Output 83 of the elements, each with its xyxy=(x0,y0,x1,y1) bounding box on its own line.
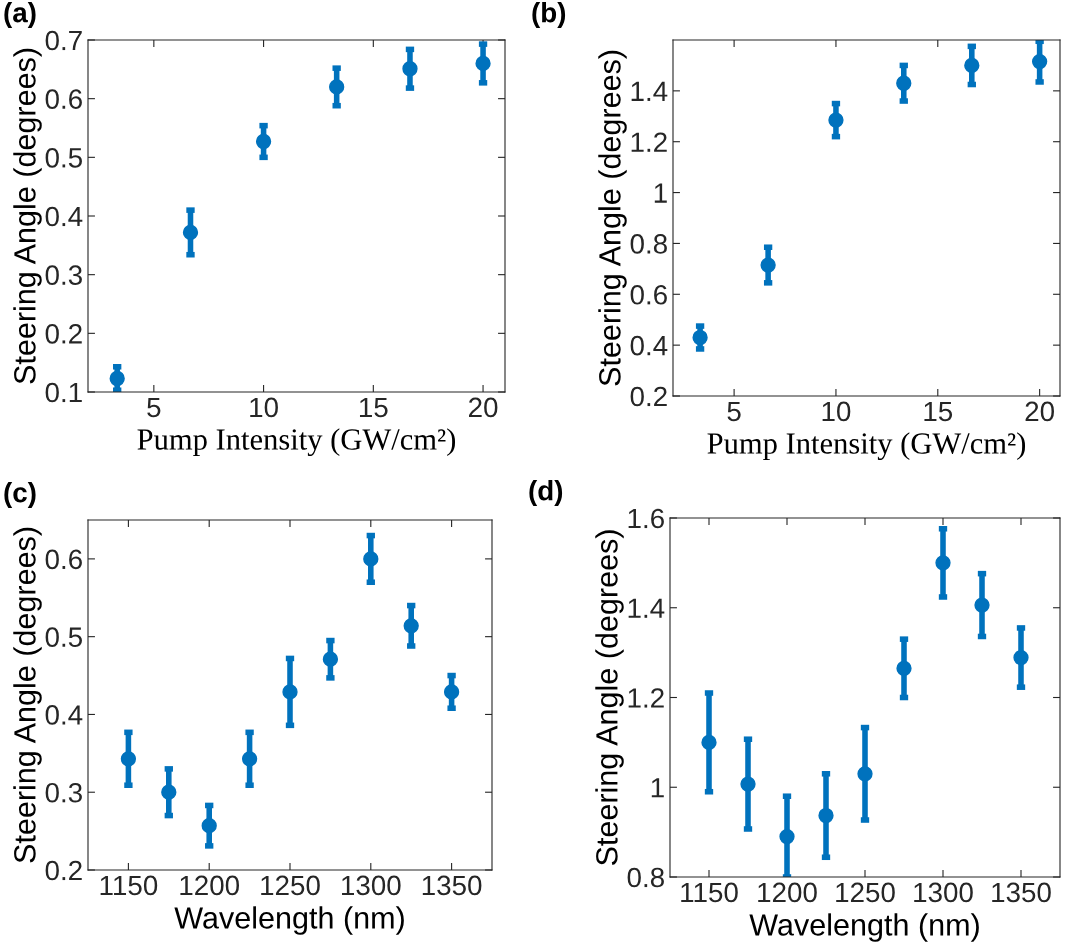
y-tick-label: 0.4 xyxy=(630,335,668,356)
x-tick-label: 1300 xyxy=(342,875,401,896)
x-tick-label: 5 xyxy=(147,397,161,418)
y-tick-label: 0.5 xyxy=(45,627,82,648)
point xyxy=(935,555,951,571)
x-tick-label: 20 xyxy=(469,397,498,418)
point xyxy=(964,57,980,74)
x-tick-label: 1250 xyxy=(836,882,895,903)
x-axis-title: Wavelength (nm) xyxy=(174,906,404,935)
point xyxy=(161,784,177,800)
point xyxy=(740,776,756,792)
text: (c) xyxy=(4,482,36,508)
x-tick-label: 1200 xyxy=(180,875,240,896)
point xyxy=(255,133,272,150)
x-tick-label: 1300 xyxy=(914,882,973,903)
x-tick-label: 1350 xyxy=(422,875,482,896)
y-tick-label: 0.5 xyxy=(45,148,82,168)
y-tick-label: 1.4 xyxy=(628,598,665,618)
x-tick-label: 10 xyxy=(250,397,278,418)
y-tick-label: 0.4 xyxy=(45,206,83,227)
x-tick-label: 1250 xyxy=(261,875,320,896)
y-axis-title: Steering Angle (degrees) xyxy=(13,527,42,863)
y-tick-label: 1 xyxy=(651,778,664,798)
point xyxy=(322,651,339,667)
point xyxy=(1013,649,1029,666)
point xyxy=(896,660,912,676)
x-tick-label: 1200 xyxy=(758,882,817,903)
text: (b) xyxy=(532,2,566,28)
point xyxy=(701,734,717,751)
y-tick-label: 0.8 xyxy=(627,867,664,888)
point xyxy=(896,75,912,91)
point xyxy=(475,55,491,72)
x-tick-label: 1350 xyxy=(992,882,1051,903)
point xyxy=(403,618,419,634)
y-axis-title: Steering Angle (degrees) xyxy=(13,48,42,384)
text: (d) xyxy=(529,480,563,506)
y-tick-label: 1.6 xyxy=(628,508,664,529)
y-tick-label: 0.3 xyxy=(45,782,82,803)
x-tick-label: 15 xyxy=(924,401,953,422)
x-tick-label: 15 xyxy=(359,397,388,418)
y-tick-label: 0.6 xyxy=(45,549,82,570)
point xyxy=(241,751,258,767)
point xyxy=(282,684,298,700)
x-axis-title: Pump Intensity (GW/cm²) xyxy=(137,428,456,457)
x-tick-label: 1150 xyxy=(681,882,738,903)
y-tick-label: 0.4 xyxy=(45,705,83,725)
x-axis-title: Pump Intensity (GW/cm²) xyxy=(707,432,1026,461)
point xyxy=(182,224,199,241)
y-axis-title: Steering Angle (degrees) xyxy=(598,50,627,386)
point xyxy=(974,597,990,613)
point xyxy=(760,257,776,273)
y-tick-label: 0.2 xyxy=(45,860,82,881)
y-axis-title: Steering Angle (degrees) xyxy=(595,530,624,866)
y-tick-label: 0.7 xyxy=(45,30,82,51)
point xyxy=(443,684,460,700)
y-tick-label: 1 xyxy=(654,183,667,203)
point xyxy=(857,766,873,782)
y-tick-label: 1.4 xyxy=(631,81,668,101)
point xyxy=(818,807,834,824)
point xyxy=(120,751,137,767)
y-tick-label: 1.2 xyxy=(628,688,664,708)
y-tick-label: 0.3 xyxy=(45,265,82,286)
x-tick-label: 1150 xyxy=(100,875,158,896)
point xyxy=(1031,53,1048,70)
point xyxy=(109,370,125,387)
x-axis-title: Wavelength (nm) xyxy=(749,913,979,942)
point xyxy=(329,79,345,95)
point xyxy=(828,112,844,128)
y-tick-label: 0.6 xyxy=(630,284,667,305)
x-tick-label: 20 xyxy=(1025,401,1054,422)
point xyxy=(363,551,379,567)
y-tick-label: 0.2 xyxy=(630,386,667,407)
text: (a) xyxy=(4,2,36,28)
x-tick-label: 10 xyxy=(822,401,851,422)
y-tick-label: 0.6 xyxy=(45,89,82,110)
y-tick-label: 0.2 xyxy=(45,324,82,344)
y-tick-label: 1.2 xyxy=(631,132,667,152)
y-tick-label: 0.1 xyxy=(45,382,82,403)
point xyxy=(779,828,795,845)
x-tick-label: 5 xyxy=(727,401,741,422)
point xyxy=(402,61,418,77)
point xyxy=(201,818,217,834)
y-tick-label: 0.8 xyxy=(630,234,667,254)
